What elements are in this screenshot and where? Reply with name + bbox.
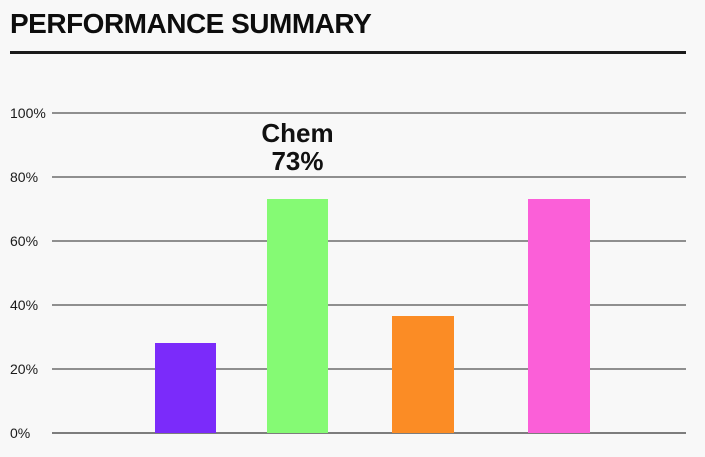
gridline-60% bbox=[52, 240, 686, 242]
ytick-label: 80% bbox=[10, 169, 39, 185]
ytick-label: 60% bbox=[10, 233, 39, 249]
bar-series-4[interactable] bbox=[528, 199, 590, 433]
gridline-20% bbox=[52, 368, 686, 370]
ytick-label: 20% bbox=[10, 361, 39, 377]
bar-value-annotation: Chem 73% bbox=[208, 119, 388, 175]
bar-series-3[interactable] bbox=[392, 316, 454, 433]
ytick-label: 100% bbox=[10, 105, 46, 121]
gridline-40% bbox=[52, 304, 686, 306]
page-title: PERFORMANCE SUMMARY bbox=[10, 8, 372, 39]
title-underline bbox=[10, 51, 686, 54]
bar-Chem[interactable] bbox=[267, 199, 328, 433]
gridline-100% bbox=[52, 112, 686, 114]
ytick-label: 0% bbox=[10, 425, 31, 441]
ytick-label: 40% bbox=[10, 297, 39, 313]
annotation-value-label: 73% bbox=[271, 146, 324, 176]
annotation-category-label: Chem bbox=[261, 118, 334, 148]
gridline-80% bbox=[52, 176, 686, 178]
gridline-0% bbox=[52, 432, 686, 434]
bar-series-1[interactable] bbox=[155, 343, 216, 433]
